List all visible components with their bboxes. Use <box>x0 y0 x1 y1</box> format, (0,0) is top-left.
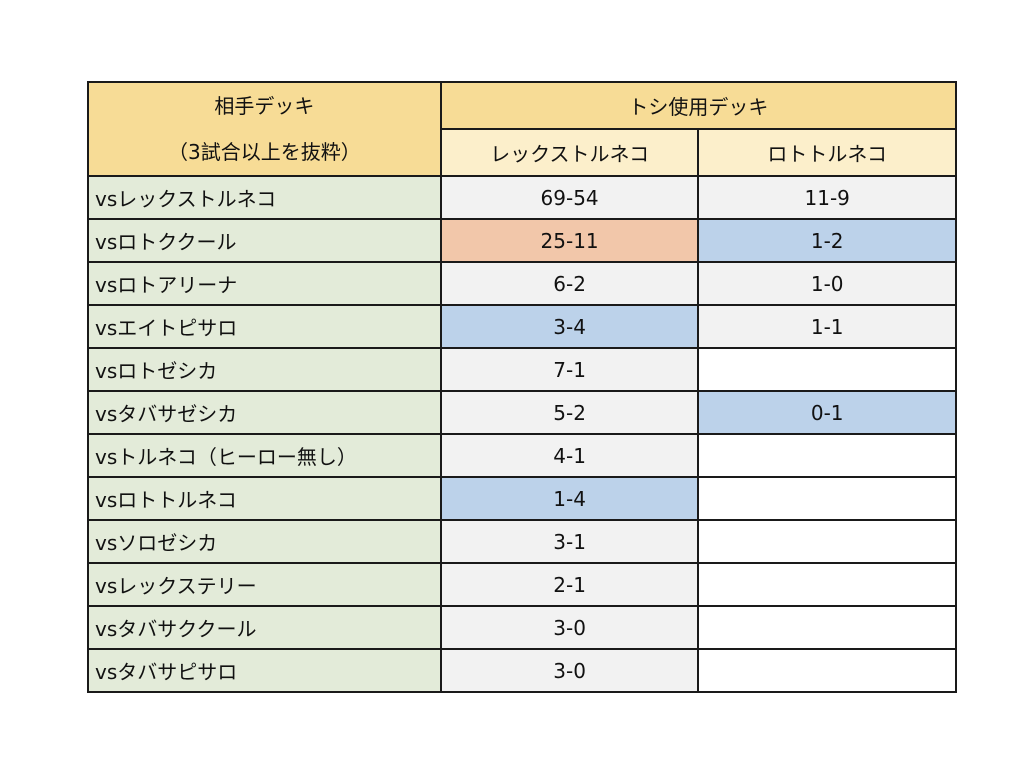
table-row: vsソロゼシカ 3-1 <box>87 519 957 564</box>
record-cell-highlighted: 25-11 <box>439 218 700 263</box>
used-deck-header: トシ使用デッキ <box>439 81 958 130</box>
opponent-cell: vsソロゼシカ <box>87 519 442 564</box>
record-cell: 1-0 <box>697 261 957 306</box>
record-cell: 5-2 <box>439 390 700 435</box>
used-deck-roto-torneko: ロトトルネコ <box>697 128 957 177</box>
record-cell-empty <box>697 433 957 478</box>
record-cell: 3-0 <box>439 648 700 693</box>
used-deck-rex-torneko: レックストルネコ <box>439 128 700 177</box>
record-cell-empty <box>697 605 957 650</box>
opponent-header-line2: （3試合以上を抜粋） <box>168 140 361 164</box>
record-cell: 4-1 <box>439 433 700 478</box>
record-cell: 6-2 <box>439 261 700 306</box>
table-row: vsレックステリー 2-1 <box>87 562 957 607</box>
record-table: 相手デッキ （3試合以上を抜粋） トシ使用デッキ レックストルネコ ロトトルネコ… <box>87 81 958 693</box>
table-row: vsロトトルネコ 1-4 <box>87 476 957 521</box>
header-row-1: 相手デッキ （3試合以上を抜粋） トシ使用デッキ <box>87 81 958 177</box>
table-row: vsタバサピサロ 3-0 <box>87 648 957 693</box>
table-row: vsエイトピサロ 3-4 1-1 <box>87 304 957 349</box>
table-row: vsタバサククール 3-0 <box>87 605 957 650</box>
opponent-cell: vsロトトルネコ <box>87 476 442 521</box>
opponent-cell: vsレックステリー <box>87 562 442 607</box>
table-row: vsトルネコ（ヒーロー無し） 4-1 <box>87 433 957 478</box>
opponent-cell: vsロトアリーナ <box>87 261 442 306</box>
opponent-deck-header: 相手デッキ （3試合以上を抜粋） <box>87 81 442 177</box>
record-cell-highlighted: 1-4 <box>439 476 700 521</box>
table-row: vsロトアリーナ 6-2 1-0 <box>87 261 957 306</box>
record-cell-highlighted: 0-1 <box>697 390 957 435</box>
record-cell: 1-1 <box>697 304 957 349</box>
record-cell-empty <box>697 562 957 607</box>
table-row: vsロトククール 25-11 1-2 <box>87 218 957 263</box>
record-cell-empty <box>697 648 957 693</box>
opponent-cell: vsタバサククール <box>87 605 442 650</box>
table-row: vsロトゼシカ 7-1 <box>87 347 957 392</box>
opponent-cell: vsロトゼシカ <box>87 347 442 392</box>
opponent-cell: vsエイトピサロ <box>87 304 442 349</box>
header-row-2: レックストルネコ ロトトルネコ <box>88 128 957 177</box>
record-cell-highlighted: 3-4 <box>439 304 700 349</box>
record-cell-empty <box>697 347 957 392</box>
opponent-cell: vsロトククール <box>87 218 442 263</box>
record-cell: 7-1 <box>439 347 700 392</box>
record-cell: 11-9 <box>697 175 957 220</box>
opponent-cell: vsタバサピサロ <box>87 648 442 693</box>
opponent-cell: vsトルネコ（ヒーロー無し） <box>87 433 442 478</box>
record-cell: 3-1 <box>439 519 700 564</box>
opponent-cell: vsレックストルネコ <box>87 175 442 220</box>
table-row: vsレックストルネコ 69-54 11-9 <box>87 175 957 220</box>
record-cell: 3-0 <box>439 605 700 650</box>
record-cell-empty <box>697 476 957 521</box>
record-cell: 2-1 <box>439 562 700 607</box>
opponent-cell: vsタバサゼシカ <box>87 390 442 435</box>
table-row: vsタバサゼシカ 5-2 0-1 <box>87 390 957 435</box>
record-cell-empty <box>697 519 957 564</box>
opponent-header-line1: 相手デッキ <box>214 94 315 118</box>
record-cell-highlighted: 1-2 <box>697 218 957 263</box>
record-cell: 69-54 <box>439 175 700 220</box>
